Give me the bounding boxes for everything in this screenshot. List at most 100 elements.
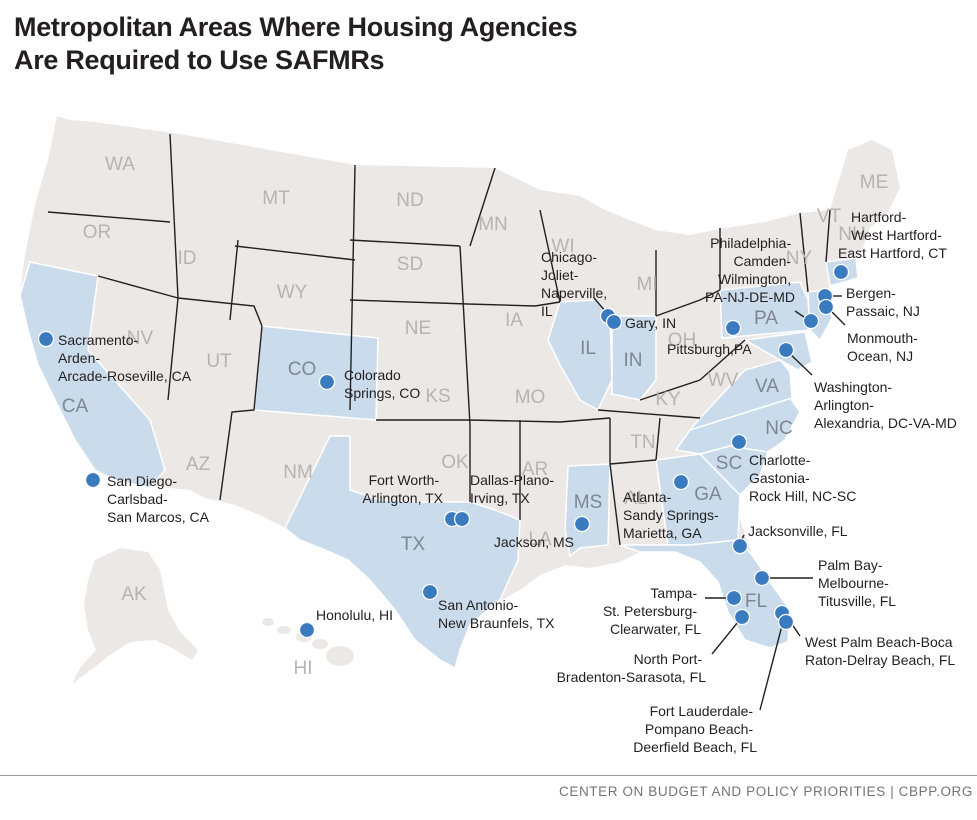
metro-labels: Sacramento- Arden- Arcade-Roseville, CA …: [58, 209, 957, 755]
state-labels: WA OR CA ID NV UT AZ MT WY CO NM ND SD N…: [62, 154, 888, 679]
state-label-id: ID: [178, 248, 197, 269]
state-border-lines: [47, 133, 831, 546]
state-label-tn: TN: [630, 432, 655, 453]
state-label-ny: NY: [786, 248, 813, 269]
state-label-ca: CA: [62, 396, 89, 417]
label-san-diego: San Diego- Carlsbad- San Marcos, CA: [107, 473, 210, 525]
marker-sacramento: [37, 330, 55, 348]
highlighted-states: [19, 257, 859, 670]
state-va: [687, 359, 793, 432]
marker-tampa: [725, 589, 743, 607]
marker-gary: [605, 313, 623, 331]
chart-title-line-1: Metropolitan Areas Where Housing Agencie…: [14, 12, 578, 42]
label-charlotte: Charlotte- Gastonia- Rock Hill, NC-SC: [749, 452, 856, 504]
state-tx: [284, 435, 521, 670]
state-label-ms: MS: [574, 492, 603, 513]
state-label-mi: MI: [636, 274, 657, 295]
label-philadelphia: Philadelphia- Camden- Wilmington, PA-NJ-…: [705, 235, 795, 305]
state-label-ga: GA: [694, 484, 722, 505]
label-pittsburgh: Pittsburgh,PA: [667, 341, 752, 357]
state-label-nd: ND: [396, 190, 423, 211]
state-label-ne: NE: [405, 318, 431, 339]
state-label-wv: WV: [708, 370, 739, 391]
state-label-nv: NV: [127, 328, 154, 349]
state-label-nc: NC: [765, 418, 792, 439]
marker-jackson-ms: [573, 515, 591, 533]
state-label-in: IN: [624, 350, 643, 371]
source-credit: CENTER ON BUDGET AND POLICY PRIORITIES |…: [559, 784, 973, 799]
label-san-antonio: San Antonio- New Braunfels, TX: [438, 597, 555, 631]
label-west-palm: West Palm Beach-Boca Raton-Delray Beach,…: [805, 634, 956, 668]
marker-monmouth: [817, 298, 835, 316]
state-label-mt: MT: [262, 188, 290, 209]
state-label-or: OR: [83, 222, 112, 243]
label-dallas: Dallas-Plano- Irving, TX: [470, 472, 558, 506]
state-label-mo: MO: [515, 387, 546, 408]
state-ca: [19, 261, 166, 489]
label-monmouth: Monmouth- Ocean, NJ: [847, 330, 922, 364]
marker-philadelphia: [802, 312, 820, 330]
label-tampa: Tampa- St. Petersburg- Clearwater, FL: [603, 585, 701, 637]
marker-colorado-springs: [318, 373, 336, 391]
chart-title-line-2: Are Required to Use SAFMRs: [14, 45, 385, 75]
marker-pittsburgh: [724, 319, 742, 337]
label-jackson-ms: Jackson, MS: [494, 534, 574, 550]
state-label-tx: TX: [401, 534, 426, 555]
marker-hartford: [832, 263, 850, 281]
label-washington: Washington- Arlington- Alexandria, DC-VA…: [814, 379, 957, 431]
label-hartford: Hartford- West Hartford- East Hartford, …: [838, 209, 947, 261]
state-label-ia: IA: [505, 310, 523, 331]
label-north-port: North Port- Bradenton-Sarasota, FL: [557, 651, 707, 685]
marker-fort-lauderdale: [777, 613, 795, 631]
label-sacramento: Sacramento- Arden- Arcade-Roseville, CA: [58, 332, 192, 384]
state-label-vt: VT: [817, 206, 842, 227]
leader-fort-lauderdale: [759, 617, 785, 711]
label-chicago: Chicago- Joliet- Naperville, IL: [541, 249, 611, 319]
state-label-ok: OK: [441, 452, 469, 473]
state-label-il: IL: [580, 338, 596, 359]
state-label-ar: AR: [522, 459, 548, 480]
state-label-co: CO: [288, 359, 317, 380]
state-borders: [47, 133, 831, 546]
marker-washington: [777, 341, 795, 359]
marker-charlotte: [730, 433, 748, 451]
state-label-nm: NM: [283, 462, 313, 483]
state-label-wy: WY: [277, 282, 308, 303]
state-label-pa: PA: [754, 308, 778, 329]
state-label-la: LA: [528, 529, 552, 550]
state-label-al: AL: [624, 488, 647, 509]
state-label-mn: MN: [478, 214, 508, 235]
marker-north-port: [733, 608, 751, 626]
footer-divider: [0, 775, 977, 776]
label-colorado-springs: Colorado Springs, CO: [344, 367, 420, 401]
state-label-nh: NH: [838, 224, 865, 245]
state-label-me: ME: [860, 172, 889, 193]
state-label-sc: SC: [716, 453, 742, 474]
label-palm-bay: Palm Bay- Melbourne- Titusville, FL: [818, 557, 896, 609]
label-fort-worth: Fort Worth- Arlington, TX: [362, 472, 443, 506]
marker-honolulu: [298, 621, 316, 639]
label-jacksonville: Jacksonville, FL: [748, 523, 848, 539]
label-atlanta: Atlanta- Sandy Springs- Marietta, GA: [623, 489, 723, 541]
marker-atlanta: [672, 473, 690, 491]
leader-washington: [787, 351, 813, 376]
state-label-fl: FL: [745, 591, 767, 612]
marker-san-diego: [84, 471, 102, 489]
alaska-land: [72, 548, 198, 684]
label-bergen: Bergen- Passaic, NJ: [846, 285, 920, 319]
marker-palm-bay: [753, 569, 771, 587]
state-label-ut: UT: [206, 351, 232, 372]
state-in: [611, 315, 657, 401]
state-label-va: VA: [755, 376, 779, 397]
marker-dallas: [453, 510, 471, 528]
state-label-hi: HI: [294, 658, 313, 679]
state-label-wi: WI: [551, 236, 574, 257]
state-label-az: AZ: [186, 454, 211, 475]
state-label-wa: WA: [105, 154, 135, 175]
state-label-ak: AK: [121, 584, 147, 605]
state-label-oh: OH: [668, 330, 697, 351]
metro-markers: [37, 263, 850, 639]
state-label-ks: KS: [425, 386, 450, 407]
